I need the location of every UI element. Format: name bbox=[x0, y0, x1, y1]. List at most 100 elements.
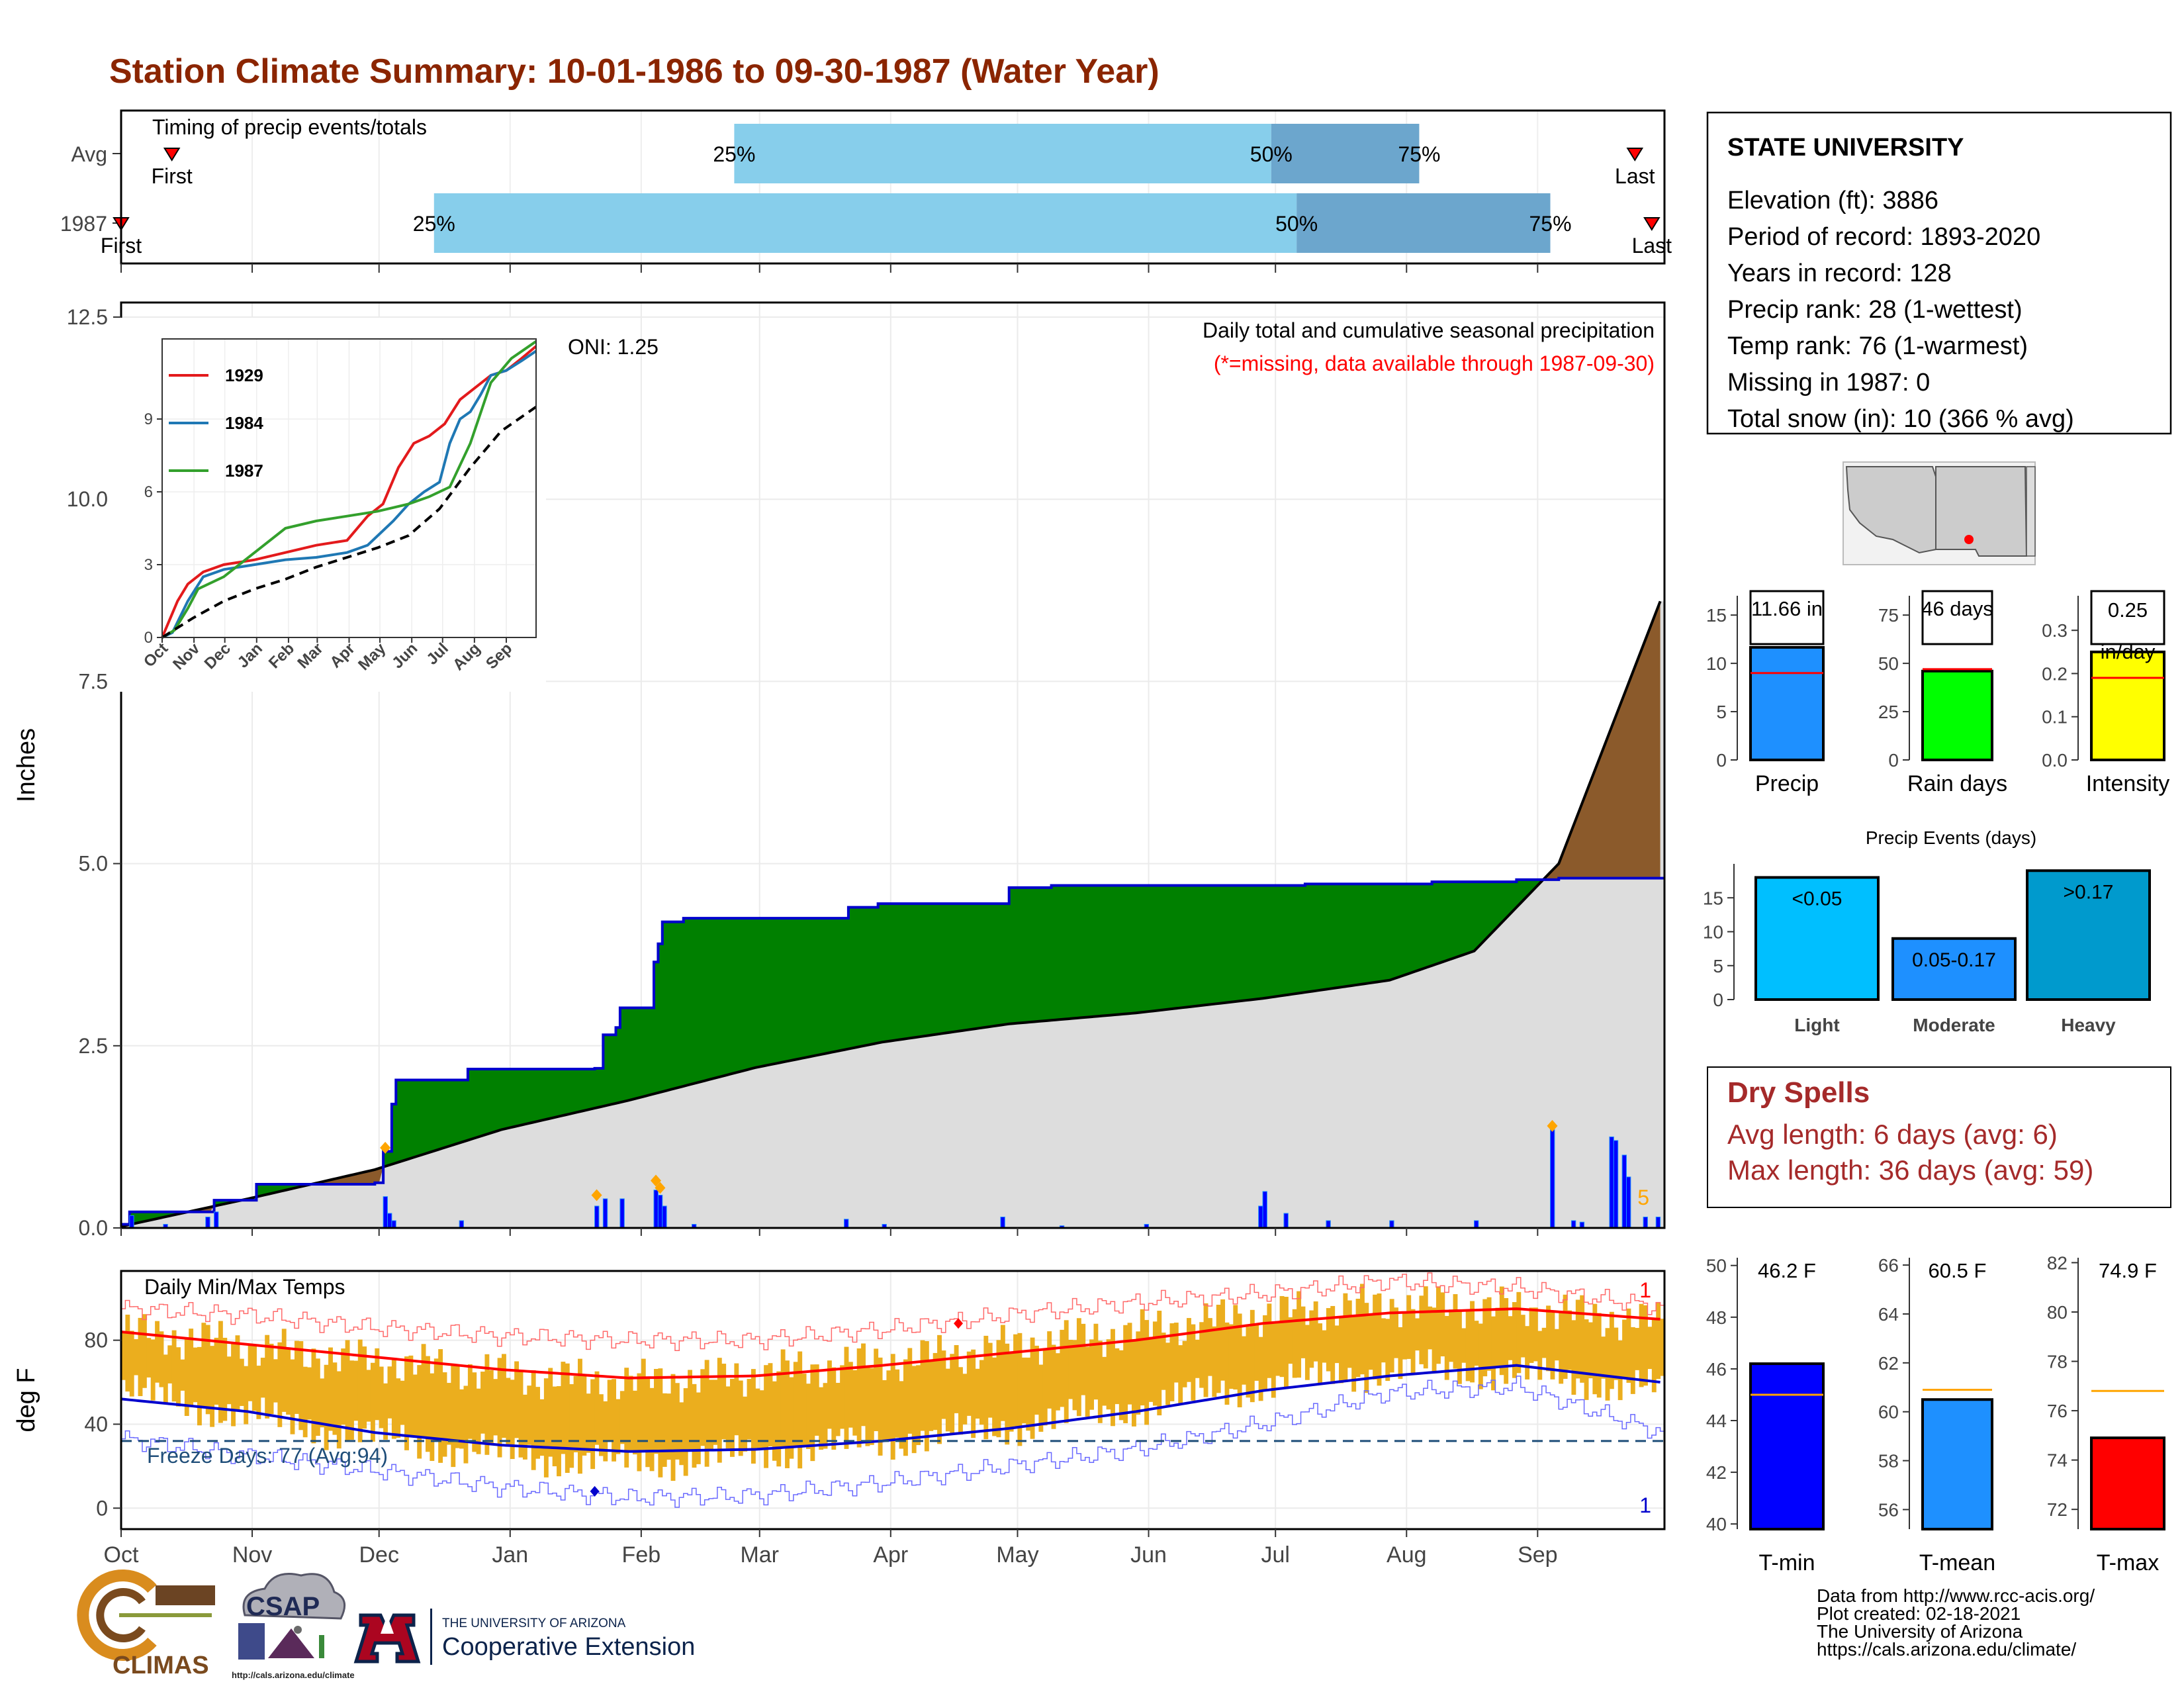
temp-daily-range-bar bbox=[582, 1375, 587, 1456]
precip-daily-bar bbox=[1283, 1213, 1289, 1229]
precip-y-tick-label: 5.0 bbox=[79, 852, 108, 876]
mini-category-label: Rain days bbox=[1907, 771, 2007, 796]
mini-y-tick-label: 5 bbox=[1716, 702, 1727, 722]
temp-daily-range-bar bbox=[1000, 1325, 1005, 1421]
precip-heavy-marker bbox=[591, 1189, 602, 1201]
precip-y-tick-label: 0.0 bbox=[79, 1216, 108, 1240]
temp-daily-range-bar bbox=[396, 1378, 401, 1438]
precip-daily-bar bbox=[1621, 1154, 1627, 1229]
temp-daily-range-bar bbox=[1410, 1309, 1416, 1374]
temp-daily-range-bar bbox=[751, 1369, 756, 1464]
temp-daily-range-bar bbox=[1491, 1316, 1496, 1391]
precip-daily-bar bbox=[391, 1220, 396, 1229]
temp-daily-range-bar bbox=[874, 1348, 879, 1432]
temp-daily-range-bar bbox=[903, 1359, 908, 1456]
precip-daily-bar bbox=[459, 1220, 465, 1229]
temp-daily-range-bar bbox=[125, 1314, 130, 1392]
mini-y-tick-label: 64 bbox=[1878, 1304, 1899, 1325]
temp-daily-range-bar bbox=[1009, 1353, 1014, 1432]
temp-daily-range-bar bbox=[755, 1388, 760, 1448]
temp-daily-range-bar bbox=[1326, 1308, 1331, 1372]
temp-x-tick-label: Mar bbox=[740, 1542, 779, 1568]
precip-daily-bar bbox=[383, 1196, 388, 1229]
temp-daily-range-bar bbox=[248, 1344, 253, 1401]
temp-daily-range-bar bbox=[641, 1358, 646, 1450]
temp-daily-range-bar bbox=[865, 1366, 870, 1446]
temp-daily-range-bar bbox=[1482, 1299, 1488, 1377]
mini-y-tick-label: 58 bbox=[1878, 1451, 1899, 1472]
temp-daily-range-bar bbox=[311, 1348, 316, 1444]
timing-q75-label: 75% bbox=[1398, 142, 1440, 166]
temp-daily-range-bar bbox=[455, 1366, 460, 1448]
temp-daily-range-bar bbox=[1419, 1295, 1424, 1364]
temp-daily-range-bar bbox=[341, 1348, 346, 1425]
temp-daily-range-bar bbox=[488, 1370, 494, 1444]
temp-daily-range-bar bbox=[878, 1357, 883, 1456]
temp-daily-range-bar bbox=[1207, 1318, 1212, 1376]
temp-daily-range-bar bbox=[412, 1374, 418, 1438]
temp-daily-range-bar bbox=[235, 1335, 240, 1411]
temp-x-tick-label: Oct bbox=[104, 1542, 139, 1568]
temp-daily-range-bar bbox=[277, 1342, 283, 1427]
temp-daily-range-bar bbox=[1136, 1331, 1141, 1415]
csap-url: http://cals.arizona.edu/climate bbox=[232, 1670, 355, 1680]
temp-daily-range-bar bbox=[121, 1331, 126, 1380]
temp-daily-range-bar bbox=[679, 1402, 684, 1466]
temp-daily-range-bar bbox=[1486, 1297, 1492, 1371]
temp-daily-range-bar bbox=[484, 1354, 490, 1455]
temp-daily-range-bar bbox=[780, 1349, 786, 1447]
temp-top-right-label: 1 bbox=[1639, 1278, 1651, 1302]
temp-daily-range-bar bbox=[1182, 1340, 1187, 1387]
temp-daily-range-bar bbox=[193, 1347, 198, 1403]
info-line: Period of record: 1893-2020 bbox=[1727, 223, 2040, 251]
temp-daily-range-bar bbox=[1449, 1309, 1454, 1362]
temp-daily-range-bar bbox=[1161, 1333, 1166, 1390]
temp-daily-range-bar bbox=[391, 1358, 396, 1439]
precip-y-tick-label: 12.5 bbox=[67, 305, 108, 329]
temp-daily-range-bar bbox=[1435, 1286, 1441, 1364]
mini-y-tick-label: 75 bbox=[1878, 605, 1899, 626]
mini-y-tick-label: 10 bbox=[1706, 653, 1727, 674]
temp-daily-range-bar bbox=[983, 1335, 989, 1440]
inset-legend-label: 1929 bbox=[225, 365, 263, 385]
temp-daily-range-bar bbox=[1394, 1307, 1398, 1358]
temp-daily-range-bar bbox=[1021, 1357, 1026, 1424]
mini-value-label: 60.5 F bbox=[1929, 1259, 1987, 1282]
mini-y-tick-label: 0.1 bbox=[2042, 707, 2068, 727]
temp-daily-range-bar bbox=[1381, 1318, 1386, 1363]
temp-daily-range-bar bbox=[1250, 1309, 1255, 1403]
temp-daily-range-bar bbox=[713, 1380, 718, 1445]
temp-daily-range-bar bbox=[155, 1321, 160, 1383]
mini-y-tick-label: 46 bbox=[1706, 1359, 1727, 1380]
precip-daily-bar bbox=[1613, 1140, 1619, 1229]
temp-daily-range-bar bbox=[1525, 1326, 1530, 1380]
temp-daily-range-bar bbox=[1406, 1295, 1412, 1359]
temp-daily-range-bar bbox=[688, 1370, 693, 1452]
temp-daily-range-bar bbox=[1097, 1340, 1103, 1423]
mini-bar bbox=[1749, 645, 1825, 761]
temp-daily-range-bar bbox=[670, 1374, 676, 1481]
events-y-tick-label: 10 bbox=[1703, 922, 1723, 943]
temp-daily-range-bar bbox=[1385, 1319, 1390, 1382]
temp-daily-range-bar bbox=[1228, 1324, 1234, 1389]
temp-daily-range-bar bbox=[218, 1321, 223, 1423]
precip-normal-area bbox=[121, 601, 1664, 1228]
temp-daily-range-bar bbox=[929, 1361, 934, 1431]
timing-row-label: Avg bbox=[71, 142, 107, 166]
mini-y-tick-label: 82 bbox=[2047, 1252, 2068, 1273]
temp-daily-range-bar bbox=[1630, 1327, 1635, 1394]
temp-daily-range-bar bbox=[1377, 1293, 1382, 1386]
timing-first-marker bbox=[163, 148, 181, 162]
inset-series-line bbox=[161, 350, 537, 639]
temp-record-high-line bbox=[121, 1272, 1664, 1352]
mini-y-tick-label: 40 bbox=[1706, 1514, 1727, 1534]
precip-heavy-marker bbox=[1547, 1119, 1558, 1132]
temp-daily-range-bar bbox=[138, 1317, 143, 1397]
temp-daily-range-bar bbox=[1364, 1303, 1369, 1393]
temp-daily-range-bar bbox=[1499, 1286, 1504, 1376]
temp-daily-range-bar bbox=[573, 1376, 578, 1452]
temp-daily-range-bar bbox=[1643, 1305, 1648, 1386]
mini-y-tick-label: 0.0 bbox=[2042, 750, 2068, 771]
temp-daily-range-bar bbox=[1263, 1315, 1267, 1391]
temp-daily-range-bar bbox=[1541, 1327, 1547, 1358]
